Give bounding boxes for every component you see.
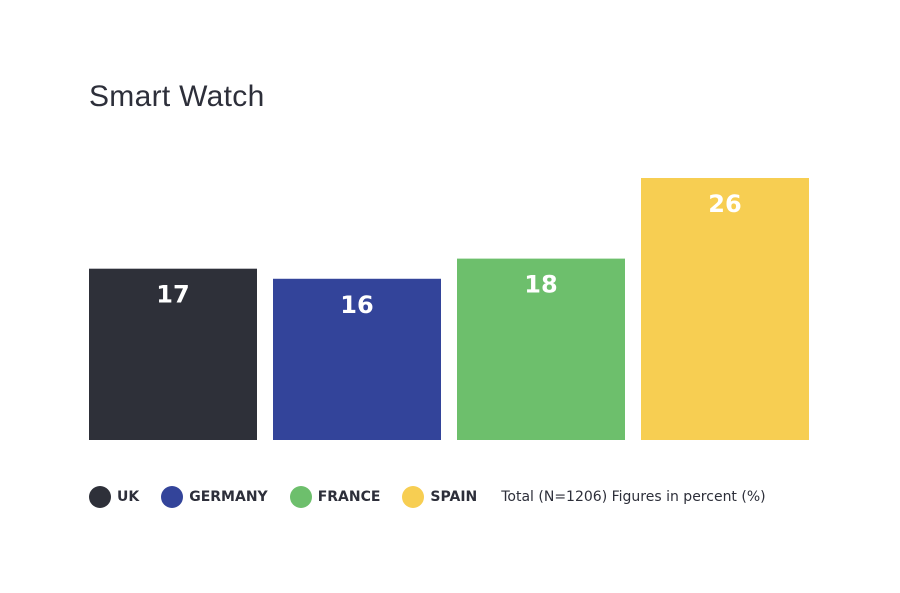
bar-france [457,258,625,440]
legend-label-germany: GERMANY [189,489,268,505]
legend-label-spain: SPAIN [430,489,478,505]
legend-item-germany: GERMANY [161,486,268,508]
legend-label-uk: UK [117,489,140,505]
bars-group: 17 16 18 26 [89,178,809,440]
data-label-germany: 16 [340,291,373,319]
legend-item-uk: UK [89,486,139,508]
legend: UK GERMANY FRANCE SPAIN Total (N=1206) F… [89,484,766,510]
data-label-france: 18 [524,271,557,299]
legend-dot-uk [89,486,111,508]
legend-item-france: FRANCE [289,486,381,508]
legend-dot-spain [402,486,425,508]
chart-note: Total (N=1206) Figures in percent (%) [501,489,766,505]
data-label-spain: 26 [708,190,741,218]
bar-uk [89,268,257,440]
bar-spain [641,178,809,440]
chart-title: Smart Watch [89,80,265,113]
legend-dot-france [289,486,312,508]
bar-germany [273,278,441,440]
legend-item-spain: SPAIN [402,486,477,508]
legend-label-france: FRANCE [317,489,381,505]
legend-dot-germany [161,486,184,508]
data-label-uk: 17 [156,281,189,309]
